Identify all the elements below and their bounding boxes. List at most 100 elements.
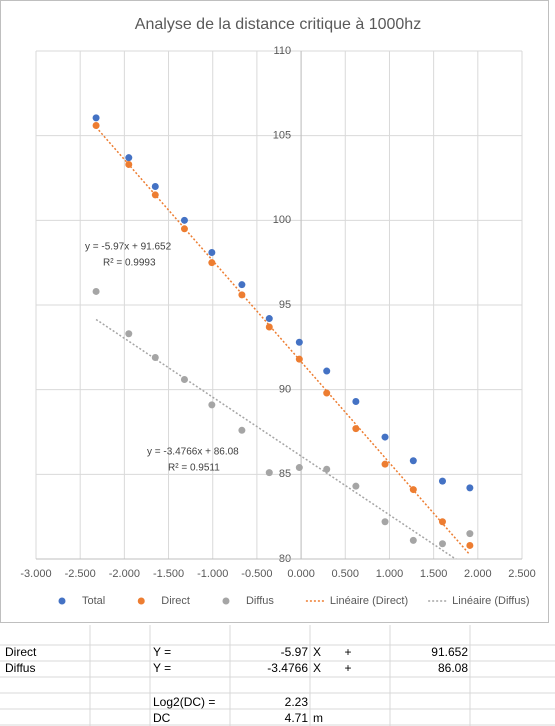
point	[381, 460, 389, 468]
point	[238, 291, 246, 299]
trendline	[95, 126, 471, 556]
cell-number: 86.08	[438, 661, 468, 675]
point	[438, 518, 446, 526]
cell-text: X	[313, 661, 321, 675]
point	[180, 376, 188, 384]
point	[125, 330, 133, 338]
point	[92, 114, 100, 122]
y-tick-label: 85	[279, 468, 291, 480]
x-tick-label: -2.000	[109, 568, 140, 580]
point	[352, 482, 360, 490]
cell-text: Y =	[153, 661, 171, 675]
cell-text: Y =	[153, 645, 171, 659]
cell-text: +	[344, 645, 351, 659]
point	[409, 536, 417, 544]
legend-label: Linéaire (Direct)	[330, 595, 408, 607]
point	[352, 398, 360, 406]
legend-label: Linéaire (Diffus)	[452, 595, 529, 607]
point	[323, 465, 331, 473]
gridlines: -3.000 -2.500 -2.000 -1.500 -1.000 -0.500 0.00…	[20, 45, 535, 580]
cell-text: Log2(DC) =	[153, 695, 215, 709]
point	[265, 315, 273, 323]
cell-number: 91.652	[431, 645, 468, 659]
cell-number: 2.23	[285, 695, 309, 709]
y-tick-label: 110	[274, 45, 292, 57]
point	[208, 259, 216, 267]
trendline-equation: y = -3.4766x + 86.08	[147, 447, 239, 458]
point	[295, 355, 303, 363]
point	[151, 182, 159, 190]
x-tick-label: 1.500	[420, 568, 448, 580]
point	[238, 281, 246, 289]
point	[381, 433, 389, 441]
legend-label: Total	[82, 595, 105, 607]
legend-label: Direct	[161, 595, 190, 607]
cell-text: DC	[153, 711, 171, 725]
point	[323, 389, 331, 397]
point	[208, 249, 216, 257]
point	[151, 191, 159, 199]
point	[438, 477, 446, 485]
point	[92, 287, 100, 295]
x-tick-label: -1.000	[197, 568, 228, 580]
point	[466, 530, 474, 538]
point	[151, 353, 159, 361]
trendline	[95, 318, 457, 559]
legend-label: Diffus	[246, 595, 274, 607]
x-tick-label: -3.000	[20, 568, 51, 580]
cell-text: Direct	[5, 645, 37, 659]
point	[438, 540, 446, 548]
cell-number: 4.71	[285, 711, 309, 725]
point	[265, 323, 273, 331]
point	[92, 122, 100, 130]
point	[295, 338, 303, 346]
x-tick-label: 1.000	[376, 568, 404, 580]
point	[352, 425, 360, 433]
cell-number: -3.4766	[267, 661, 308, 675]
point	[466, 484, 474, 492]
point	[180, 225, 188, 233]
y-tick-label: 100	[273, 214, 291, 226]
point	[409, 457, 417, 465]
x-tick-label: -1.500	[153, 568, 184, 580]
x-tick-label: 0.000	[287, 568, 315, 580]
x-tick-label: 2.000	[464, 568, 492, 580]
point	[466, 541, 474, 549]
point	[208, 401, 216, 409]
trendline-r2: R² = 0.9511	[168, 463, 220, 474]
point	[295, 464, 303, 472]
point	[125, 154, 133, 162]
y-tick-label: 105	[273, 130, 291, 142]
chart-title: Analyse de la distance critique à 1000hz	[135, 16, 421, 33]
x-tick-label: -0.500	[241, 568, 272, 580]
cell-number: -5.97	[281, 645, 309, 659]
x-tick-label: -2.500	[65, 568, 96, 580]
legend: Total Direct Diffus Linéaire (Direct) Linéai…	[58, 595, 530, 607]
plot: y = -5.97x + 91.652 R² = 0.9993 y = -3.476…	[85, 114, 474, 559]
table: Direct Y = -5.97 X +91.652 Diffus Y = -3.4766 X +…	[5, 645, 468, 725]
point	[381, 518, 389, 526]
x-tick-label: 2.500	[508, 568, 536, 580]
y-tick-label: 90	[279, 384, 291, 396]
cell-text: Diffus	[5, 661, 35, 675]
point	[265, 469, 273, 477]
cell-text: X	[313, 645, 321, 659]
point	[180, 216, 188, 224]
cell-grid	[0, 625, 555, 726]
trendline-r2: R² = 0.9993	[103, 258, 156, 269]
cell-text: +	[344, 661, 351, 675]
y-tick-label: 95	[279, 299, 291, 311]
legend-marker	[137, 597, 145, 605]
point	[409, 486, 417, 494]
legend-marker	[58, 597, 66, 605]
x-tick-label: 0.500	[332, 568, 360, 580]
point	[323, 367, 331, 375]
cell-text: m	[313, 711, 323, 725]
point	[125, 160, 133, 168]
trendline-equation: y = -5.97x + 91.652	[85, 242, 172, 253]
chart-area	[0, 0, 549, 623]
point	[238, 426, 246, 434]
legend-marker	[222, 597, 230, 605]
